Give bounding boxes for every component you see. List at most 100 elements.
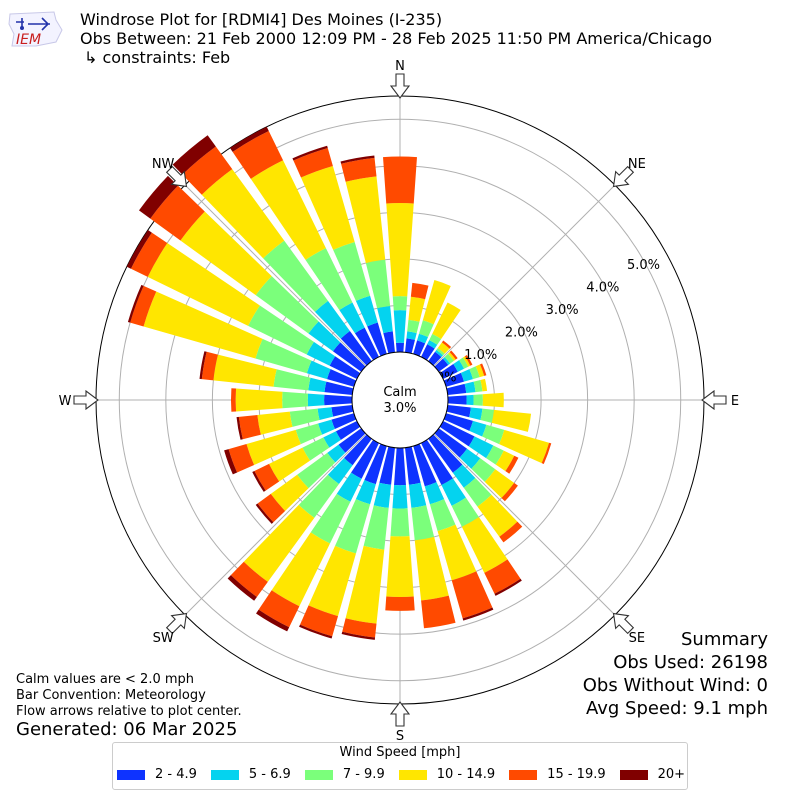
- bar-220-bin-3: [243, 504, 315, 582]
- bar-170-bin-4: [421, 595, 456, 629]
- bar-300-bin-2: [248, 305, 314, 355]
- legend-title: Wind Speed [mph]: [339, 745, 461, 760]
- bar-60-bin-3: [462, 356, 471, 367]
- bar-190-bin-4: [342, 618, 377, 638]
- bar-280-bin-3: [213, 354, 277, 387]
- bar-280-bin-0: [324, 381, 354, 395]
- bar-340-bin-2: [333, 242, 371, 301]
- bar-260-bin-1: [317, 407, 334, 421]
- bar-290-bin-1: [306, 360, 331, 380]
- legend-label-5: 20+: [657, 767, 686, 782]
- bar-220-bin-4: [230, 561, 268, 597]
- legend-label-1: 5 - 6.9: [248, 767, 291, 782]
- bar-50-bin-4: [449, 350, 458, 360]
- bar-110-bin-2: [482, 424, 505, 445]
- bar-250-bin-2: [295, 423, 323, 445]
- bar-210-bin-1: [336, 472, 362, 502]
- bar-300-bin-3: [147, 243, 260, 326]
- bar-260-bin-5: [236, 416, 243, 440]
- bar-120-bin-4: [505, 455, 519, 474]
- calm-note: Calm values are < 2.0 mph: [16, 672, 195, 687]
- grid-spoke-225: [184, 433, 367, 616]
- bar-120-bin-1: [468, 436, 494, 459]
- bar-350-bin-0: [383, 331, 395, 354]
- iem-logo: IEM: [6, 8, 64, 50]
- bar-190-bin-0: [379, 446, 395, 485]
- direction-label-nw: NW: [152, 157, 175, 172]
- bar-140-bin-0: [428, 434, 463, 473]
- bar-20-bin-1: [417, 333, 429, 344]
- legend-item-2: 7 - 9.9: [304, 767, 385, 782]
- bar-280-bin-2: [273, 369, 311, 391]
- direction-label-w: W: [59, 394, 72, 409]
- bar-140-bin-1: [452, 464, 476, 488]
- bar-170-bin-1: [408, 482, 427, 508]
- bar-210-bin-4: [258, 590, 300, 628]
- windrose-bars: [126, 126, 552, 640]
- bar-60-bin-0: [439, 364, 458, 379]
- bar-140-bin-2: [463, 478, 492, 507]
- bar-310-bin-4: [150, 185, 205, 241]
- bar-70-bin-3: [475, 364, 485, 378]
- bar-290-bin-4: [130, 285, 157, 327]
- bar-340-bin-3: [300, 165, 355, 250]
- bar-350-bin-3: [345, 176, 386, 264]
- bar-10-bin-0: [405, 338, 415, 354]
- bar-200-bin-1: [355, 479, 376, 505]
- bar-100-bin-2: [480, 408, 495, 423]
- bar-190-bin-3: [345, 545, 385, 624]
- bar-270-bin-2: [282, 391, 309, 409]
- bar-160-bin-0: [413, 443, 437, 487]
- radial-tick-3: 3.0%: [546, 303, 579, 318]
- flow-arrow-e: [701, 389, 727, 411]
- chart-notes: Calm values are < 2.0 mph Bar Convention…: [16, 672, 242, 720]
- bar-70-bin-2: [469, 366, 480, 380]
- bar-10-bin-2: [407, 319, 420, 334]
- calm-value: 3.0%: [383, 401, 416, 416]
- bar-260-bin-0: [331, 405, 354, 417]
- bar-200-bin-2: [335, 499, 371, 554]
- bar-50-bin-2: [444, 353, 454, 364]
- bar-290-bin-5: [127, 284, 144, 323]
- bar-30-bin-3: [432, 302, 461, 339]
- bar-350-bin-2: [365, 259, 391, 309]
- bar-250-bin-3: [246, 429, 301, 465]
- legend-swatch-0: [117, 769, 145, 780]
- bar-120-bin-3: [495, 450, 515, 472]
- logo-text: IEM: [16, 32, 41, 48]
- bar-320-bin-2: [263, 240, 329, 312]
- bar-180-bin-1: [392, 485, 408, 509]
- bar-210-bin-3: [271, 532, 330, 607]
- bar-210-bin-5: [256, 609, 290, 632]
- radial-tick-1: 1.0%: [464, 348, 497, 363]
- bar-290-bin-0: [327, 369, 357, 387]
- bar-130-bin-3: [484, 469, 515, 499]
- legend-item-1: 5 - 6.9: [210, 767, 291, 782]
- bar-10-bin-4: [410, 282, 429, 300]
- legend-label-0: 2 - 4.9: [155, 767, 197, 782]
- bar-310-bin-2: [255, 276, 319, 334]
- bar-250-bin-1: [318, 419, 335, 435]
- summary-title: Summary: [681, 629, 768, 650]
- bar-10-bin-3: [408, 296, 426, 322]
- bar-140-bin-4: [499, 521, 523, 543]
- direction-label-sw: SW: [153, 631, 174, 646]
- bar-200-bin-0: [364, 443, 387, 485]
- bar-150-bin-0: [421, 439, 453, 485]
- bar-180-bin-3: [386, 536, 414, 597]
- bar-150-bin-4: [484, 559, 521, 594]
- bar-130-bin-0: [434, 428, 468, 458]
- direction-label-ne: NE: [628, 157, 646, 172]
- bar-310-bin-3: [180, 211, 272, 296]
- bar-220-bin-2: [298, 474, 339, 518]
- bar-170-bin-0: [405, 446, 421, 485]
- summary-obs-without-wind: Obs Without Wind: 0: [582, 675, 768, 696]
- bar-240-bin-4: [254, 463, 280, 491]
- bar-110-bin-1: [469, 420, 487, 437]
- bar-200-bin-3: [308, 545, 356, 617]
- bar-260-bin-2: [289, 408, 320, 427]
- summary-obs-used: Obs Used: 26198: [613, 652, 768, 673]
- flow-note: Flow arrows relative to plot center.: [16, 704, 242, 719]
- direction-label-e: E: [731, 394, 739, 409]
